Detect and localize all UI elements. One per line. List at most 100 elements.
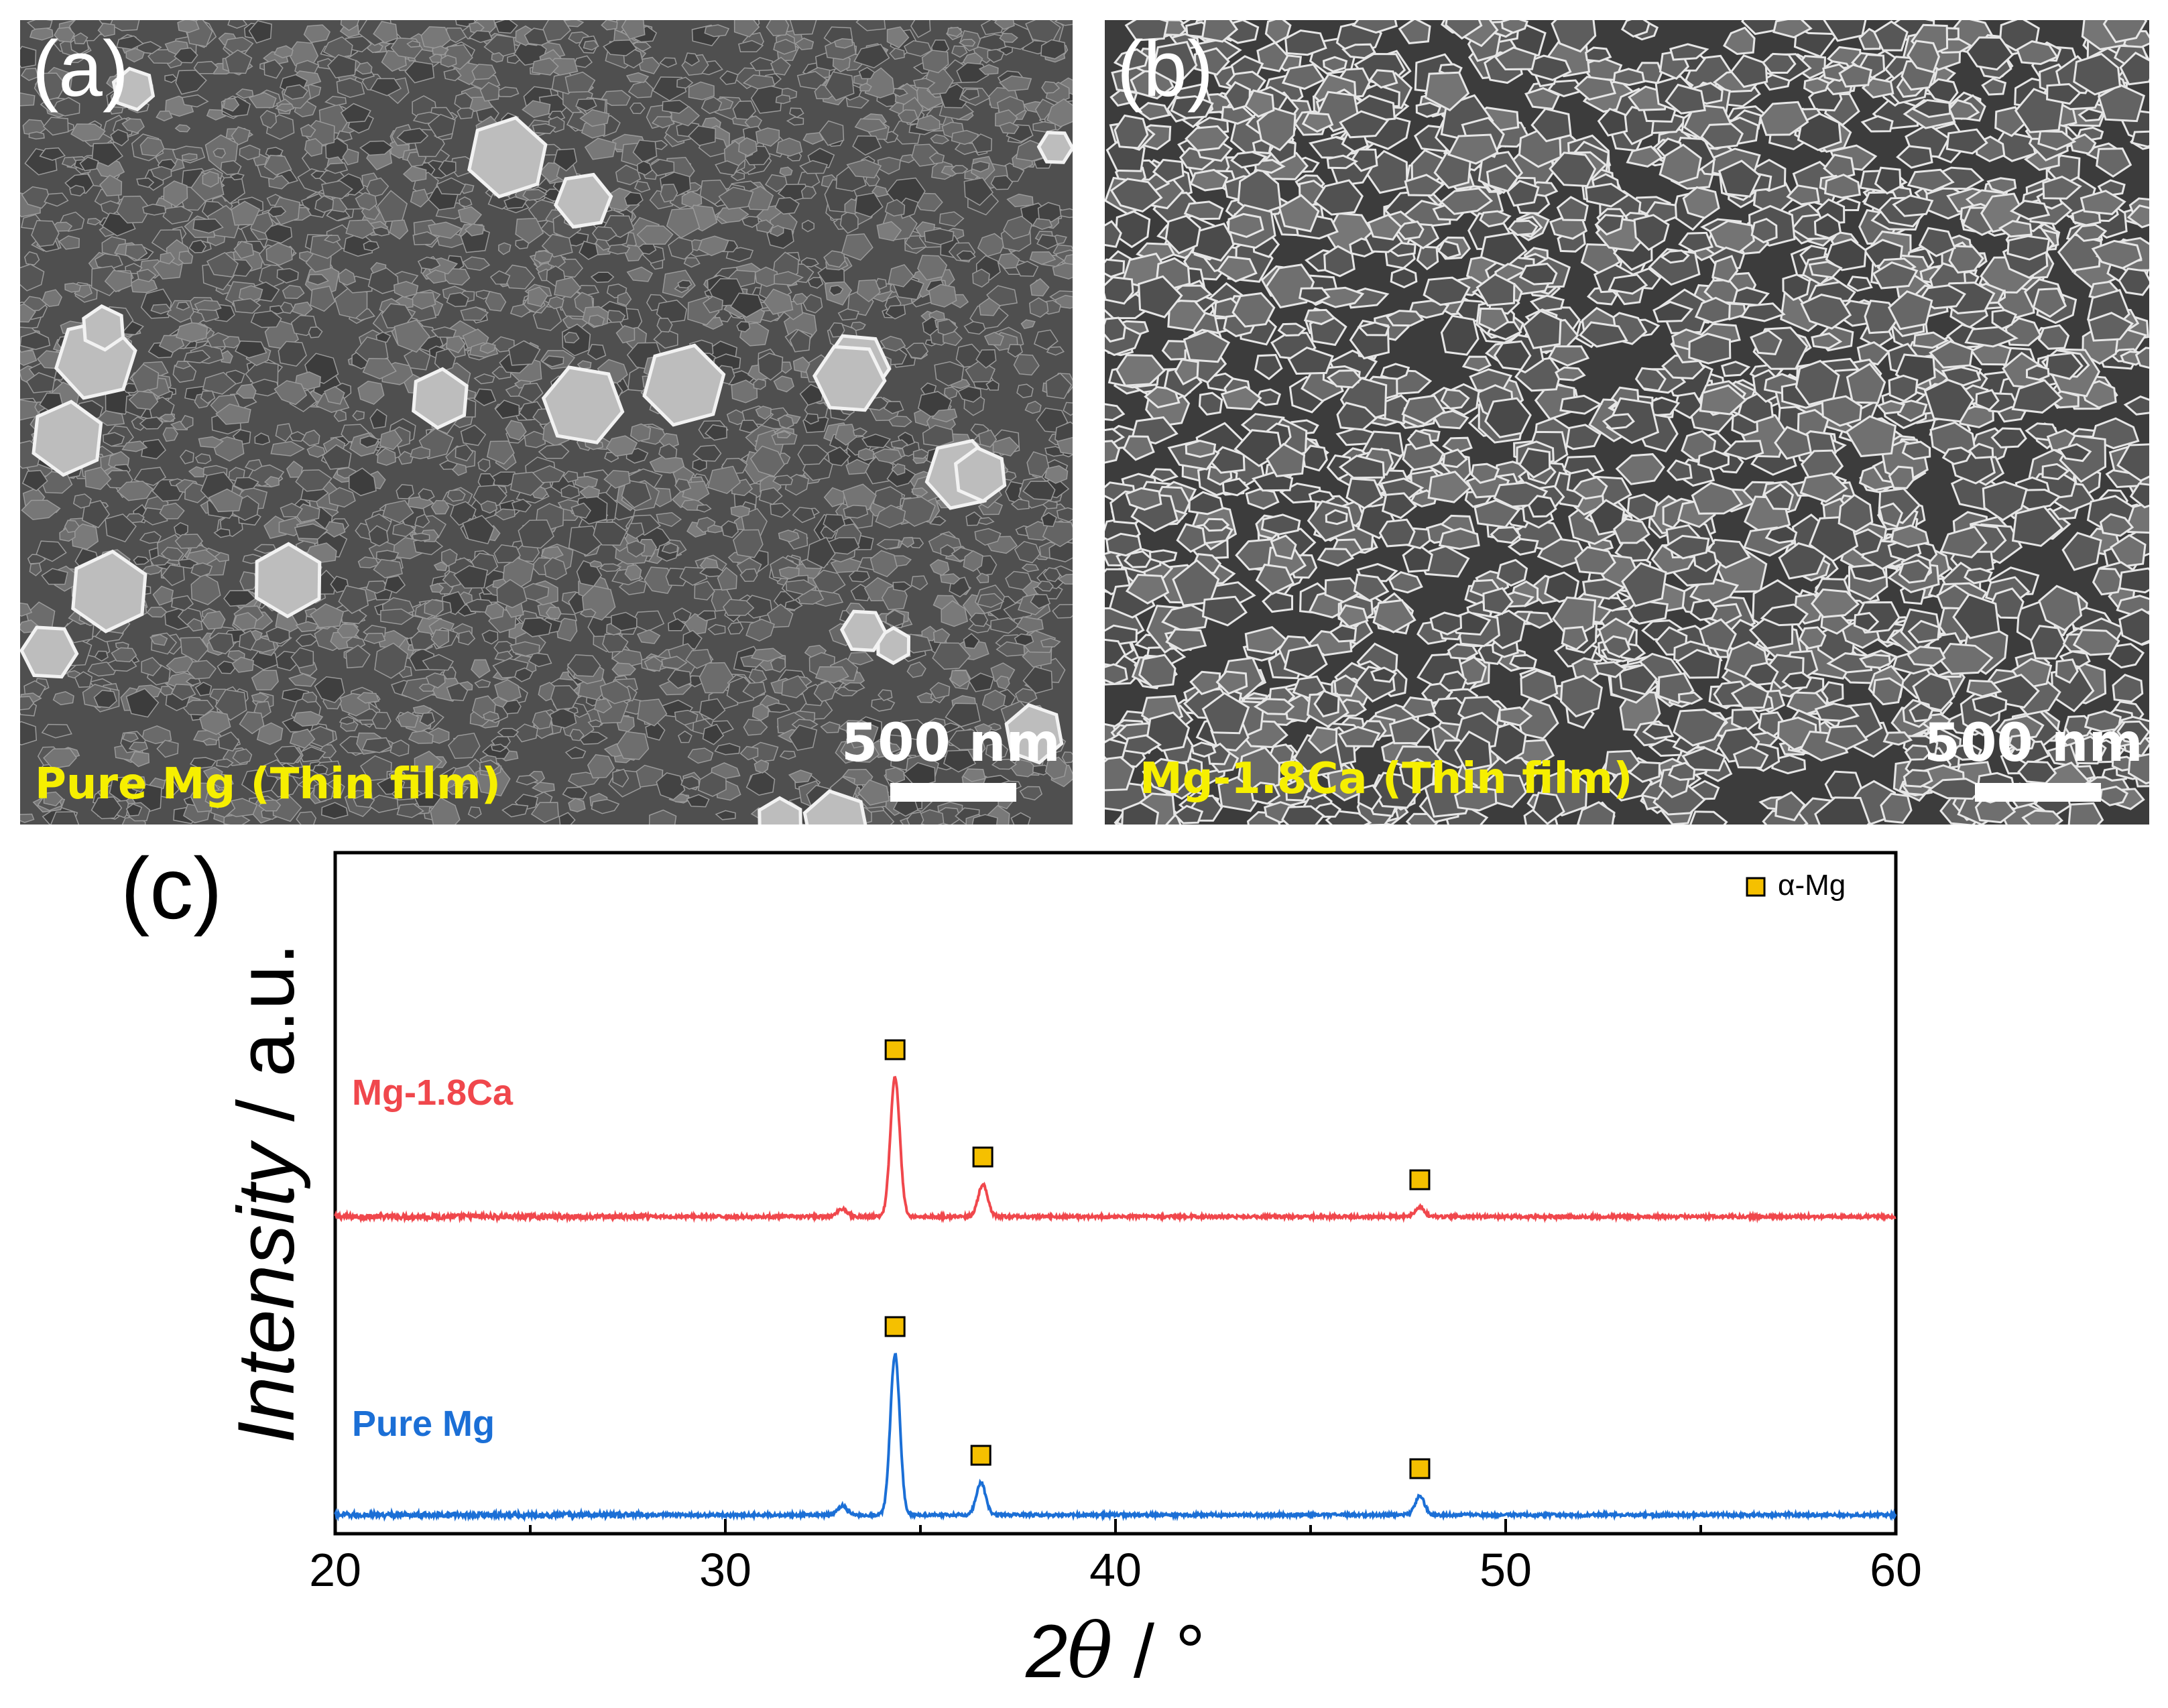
sem-grain [509,304,532,318]
sem-grain [1642,723,1675,740]
sem-grain [1846,276,1873,292]
scale-label-b: 500 nm [1924,713,2143,774]
sem-grain [288,673,317,687]
sem-grain [1046,98,1073,127]
sem-grain [1628,761,1661,783]
sem-grain [21,499,61,520]
sem-grain [815,666,849,684]
sem-grain [977,517,995,526]
sem-grain [1281,63,1326,90]
x-tick-label: 40 [1089,1544,1142,1596]
sem-grain [534,250,554,264]
sem-grain [2016,40,2059,66]
sem-grain [880,336,906,352]
sem-grain [280,301,294,314]
sem-grains [20,20,1073,825]
sem-grain [906,811,924,825]
sem-grain [355,192,377,211]
sem-grain [1302,444,1328,472]
sem-grain [270,440,305,456]
sem-grain [20,46,37,68]
sem-grain [233,477,259,491]
sem-grain [684,52,701,66]
sem-grain [233,298,261,314]
sem-grain [983,331,1004,346]
sem-grain [446,292,469,308]
sem-grain [1287,346,1334,375]
sem-grain [473,388,497,406]
sem-grain [1328,624,1358,643]
sem-grain [216,176,245,204]
sem-grain [406,40,420,48]
sem-grain [707,465,741,495]
sem-grain [451,463,467,477]
sem-grain [1170,95,1214,119]
sem-grain [1970,341,2012,366]
sem-grain [2119,52,2149,86]
sem-grain [1699,384,1748,416]
sem-grain [846,652,874,666]
sem-grain [338,268,356,286]
sem-grain [602,633,629,653]
sem-grain [494,679,522,703]
sem-grain [225,49,253,74]
sem-grain [579,109,610,127]
sem-grain [1764,524,1798,544]
sem-grain [1277,322,1307,337]
sem-grain [497,86,520,97]
sem-grain [1634,367,1667,392]
sem-grain [438,160,457,177]
sem-grain [1433,151,1472,189]
plot-frame [333,851,1898,1536]
sem-grain [265,242,293,266]
sem-grain [2032,287,2067,318]
sem-grain [1437,239,1461,259]
sem-grain [1105,403,1126,422]
sem-grain [1484,397,1532,438]
sem-grain [1518,262,1558,286]
sem-grain [892,88,908,97]
sem-grain [180,637,209,662]
sem-grain [779,750,796,760]
sem-grain [301,691,318,703]
sem-grain [1010,498,1030,510]
sem-grain [942,330,963,347]
sem-grain [564,20,585,27]
xrd-traces [334,1075,1897,1522]
sem-grain [502,699,522,715]
sem-grain [41,568,68,585]
sem-grain [1026,451,1050,478]
sem-grain [290,647,314,669]
sem-grain [460,306,489,321]
sem-grain [1874,166,1902,195]
sem-grain [1284,29,1327,56]
sem-grain [522,188,548,201]
sem-grain [1571,476,1608,500]
sem-grain [825,71,855,101]
sem-grain [239,711,265,735]
sem-grain [436,177,466,196]
sem-grain [516,775,539,786]
sem-grain [736,320,751,332]
sem-grain [479,342,496,354]
sem-grain [160,251,176,265]
sem-grain [991,758,1017,770]
sem-grain [491,743,507,752]
sem-grain [778,414,794,429]
sem-grain [428,221,463,239]
sem-grain [617,292,632,306]
sem-grain [1040,637,1061,648]
sem-grain [1281,805,1325,825]
sem-grain [623,192,644,206]
panel-letter-c: (c) [121,839,223,937]
sem-grain [202,766,223,780]
sem-grain [1732,745,1769,769]
xrd-series-line [334,1353,1897,1522]
sem-grain [786,117,804,126]
sem-grain [1136,102,1171,121]
sem-grain [1577,801,1616,825]
sem-grain [20,813,35,823]
sem-grain [1771,754,1807,775]
sem-grain [235,383,257,399]
sem-grain [278,341,307,367]
